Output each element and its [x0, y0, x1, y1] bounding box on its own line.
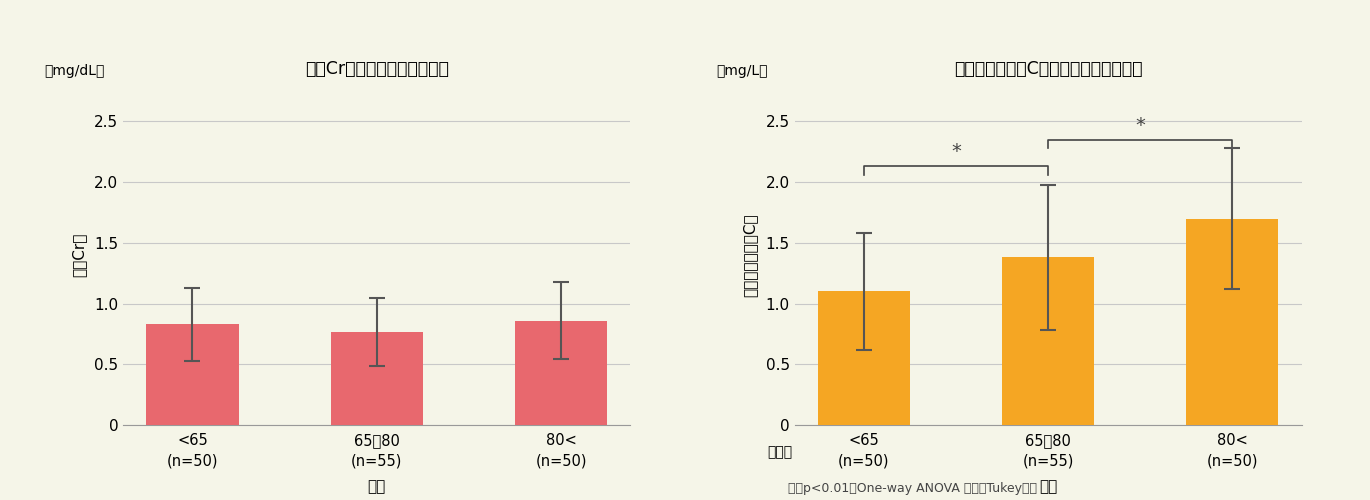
- Text: ＊：p<0.01（One-way ANOVA およびTukey法）: ＊：p<0.01（One-way ANOVA およびTukey法）: [788, 482, 1037, 495]
- Y-axis label: 血清Cr値: 血清Cr値: [71, 233, 86, 277]
- Title: 血清シスタチンC値：加齢とともに増加: 血清シスタチンC値：加齢とともに増加: [954, 60, 1143, 78]
- X-axis label: 年齢: 年齢: [367, 479, 386, 494]
- Y-axis label: 血清シスタチンC値: 血清シスタチンC値: [743, 213, 758, 297]
- Text: *: *: [951, 142, 960, 162]
- Text: （歳）: （歳）: [767, 444, 793, 458]
- Title: 血清Cr値：年齢で変化しない: 血清Cr値：年齢で変化しない: [304, 60, 449, 78]
- Bar: [515, 320, 607, 425]
- Text: *: *: [1136, 116, 1145, 135]
- Bar: [1001, 258, 1095, 425]
- Text: （mg/L）: （mg/L）: [717, 64, 767, 78]
- Bar: [818, 292, 910, 425]
- Bar: [330, 332, 423, 425]
- Bar: [1186, 218, 1278, 425]
- X-axis label: 年齢: 年齢: [1038, 479, 1058, 494]
- Bar: [147, 324, 238, 425]
- Text: （mg/dL）: （mg/dL）: [45, 64, 105, 78]
